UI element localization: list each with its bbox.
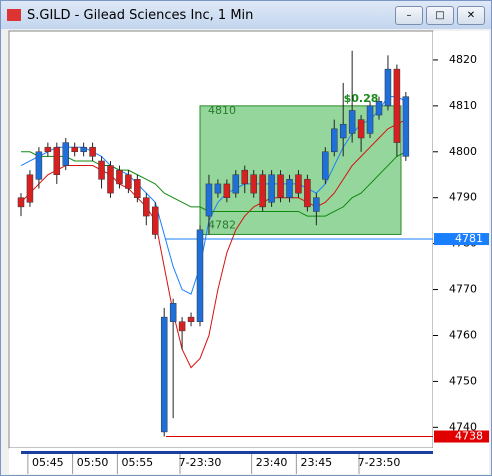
candle-body xyxy=(268,174,275,203)
candle-body xyxy=(89,146,96,157)
candle-body xyxy=(277,174,284,198)
box-high-label: 4810 xyxy=(208,104,236,117)
window-title: S.GILD - Gilead Sciences Inc, 1 Min xyxy=(27,7,254,23)
candle-body xyxy=(304,179,311,208)
average-line xyxy=(21,151,407,217)
candle-body xyxy=(178,321,186,332)
candle-body xyxy=(313,197,320,212)
candle-body xyxy=(107,165,114,194)
candle-body xyxy=(250,174,257,194)
candle-body xyxy=(402,96,410,157)
candle-body xyxy=(259,174,266,208)
candle-body xyxy=(339,123,347,139)
x-tick-label: 23:40 xyxy=(256,456,288,469)
candle-body xyxy=(384,68,392,107)
box-low-label: 4782 xyxy=(208,218,236,231)
candle-body xyxy=(62,142,69,166)
y-tick-label: 4750 xyxy=(449,374,477,387)
candle-body xyxy=(44,146,52,153)
candle-body xyxy=(160,316,168,433)
candle-body xyxy=(80,146,87,153)
x-tick-label: 7-23:50 xyxy=(358,456,401,469)
y-tick-label: 4770 xyxy=(449,283,477,296)
candle-body xyxy=(214,183,222,194)
y-tick-label: 4790 xyxy=(449,191,477,204)
chart: 4740475047604770478047904800481048204810… xyxy=(8,30,489,474)
candle-body xyxy=(223,183,231,198)
close[interactable]: ✕ xyxy=(457,5,485,25)
candle-body xyxy=(71,146,78,153)
candle-body xyxy=(134,179,141,198)
candle-body xyxy=(98,160,105,180)
candle-body xyxy=(232,174,240,194)
candle-body xyxy=(152,206,159,235)
title-bar: S.GILD - Gilead Sciences Inc, 1 Min – □ … xyxy=(1,1,491,29)
icon xyxy=(7,9,21,21)
maximize[interactable]: □ xyxy=(426,5,454,25)
candle-body xyxy=(169,303,177,322)
candle-body xyxy=(26,174,34,203)
price-tag xyxy=(434,233,489,246)
y-tick-label: 4810 xyxy=(449,99,477,112)
candle-body xyxy=(187,316,195,322)
candle-body xyxy=(286,179,293,198)
candle-body xyxy=(348,110,356,134)
minimize[interactable]: – xyxy=(395,5,423,25)
candle-body xyxy=(196,229,204,322)
price-tag-label: 4738 xyxy=(455,430,483,443)
y-tick-label: 4820 xyxy=(449,53,477,66)
y-tick-label: 4760 xyxy=(449,328,477,341)
candle-body xyxy=(357,119,365,139)
candle-body xyxy=(375,101,383,116)
candle-body xyxy=(143,197,150,217)
average-line xyxy=(20,119,407,369)
x-tick-label: 7-23:30 xyxy=(179,456,222,469)
y-tick-label: 4800 xyxy=(449,145,477,158)
candle-body xyxy=(331,128,338,153)
box-change-label: $0.28 xyxy=(344,92,379,105)
candle-body xyxy=(53,146,61,175)
x-tick-label: 23:45 xyxy=(300,456,332,469)
candle-body xyxy=(241,169,248,185)
candle-body xyxy=(125,174,132,189)
candle-body xyxy=(295,174,302,194)
x-tick-label: 05:55 xyxy=(121,456,153,469)
x-tick-label: 05:45 xyxy=(32,456,64,469)
price-tag-label: 4781 xyxy=(455,232,483,245)
candle-body xyxy=(393,68,401,143)
candle-body xyxy=(35,151,43,180)
candle-body xyxy=(366,105,374,134)
y-tick-label: 4740 xyxy=(449,420,477,433)
candle-body xyxy=(205,183,213,217)
candle-body xyxy=(322,151,329,180)
x-tick-label: 05:50 xyxy=(77,456,109,469)
candle-body xyxy=(116,169,123,185)
candle-body xyxy=(17,197,25,208)
axis-strip xyxy=(21,451,433,454)
price-tag xyxy=(434,430,489,443)
